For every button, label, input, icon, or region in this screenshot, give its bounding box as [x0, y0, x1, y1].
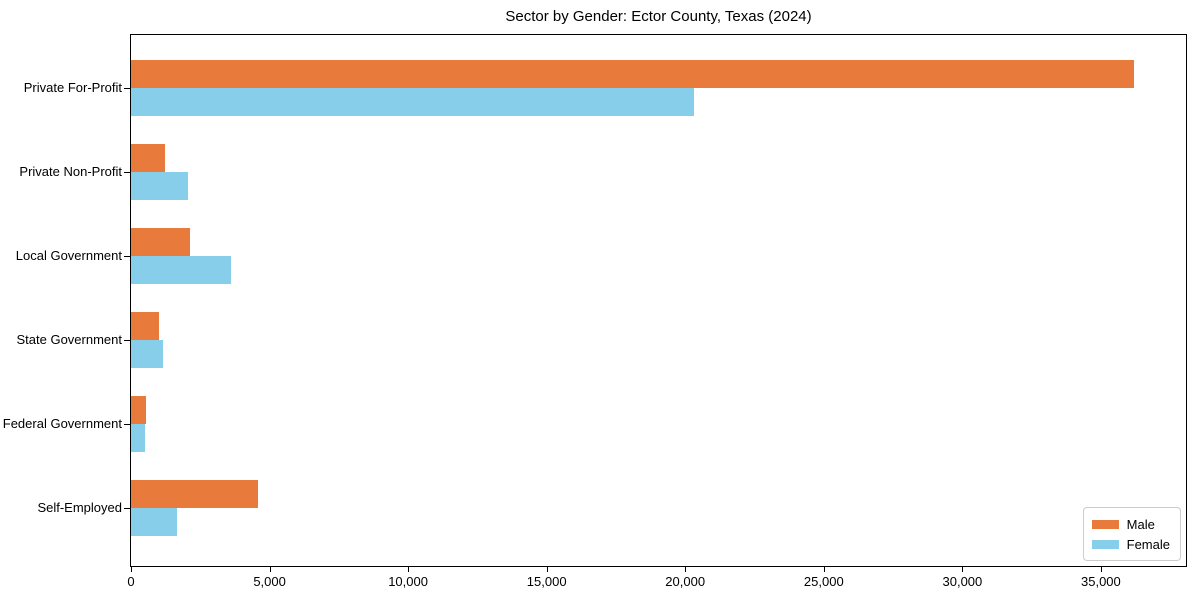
- x-tick-label-0: 0: [127, 574, 135, 589]
- bar-male-local-government: [131, 228, 190, 256]
- x-tick-mark: [131, 567, 132, 572]
- y-tick-mark: [124, 424, 130, 425]
- legend-entry-male: Male: [1091, 514, 1170, 534]
- plot-area: Male Female: [130, 34, 1187, 567]
- x-tick-label-15-000: 15,000: [526, 574, 567, 589]
- y-axis-label-self-employed: Self-Employed: [37, 500, 122, 515]
- legend-swatch-female: [1091, 539, 1119, 549]
- bar-female-local-government: [131, 256, 231, 284]
- x-tick-mark: [269, 567, 271, 572]
- legend-label-female: Female: [1126, 536, 1170, 552]
- y-tick-mark: [124, 340, 130, 341]
- bar-female-private-for-profit: [131, 88, 694, 116]
- x-tick-label-5-000: 5,000: [253, 574, 286, 589]
- x-tick-mark: [823, 567, 825, 572]
- y-tick-mark: [124, 88, 130, 89]
- x-tick-label-10-000: 10,000: [388, 574, 428, 589]
- bar-female-federal-government: [131, 424, 145, 452]
- x-tick-mark: [546, 567, 548, 572]
- bar-male-self-employed: [131, 480, 258, 508]
- x-tick-label-20-000: 20,000: [665, 574, 706, 589]
- bar-male-private-for-profit: [131, 60, 1135, 88]
- y-tick-mark: [124, 256, 130, 257]
- bar-male-federal-government: [131, 396, 146, 424]
- y-tick-mark: [124, 172, 130, 173]
- bar-male-private-non-profit: [131, 144, 166, 172]
- bar-male-state-government: [131, 312, 159, 340]
- x-tick-mark: [1100, 567, 1102, 572]
- x-tick-mark: [685, 567, 687, 572]
- x-tick-mark: [962, 567, 964, 572]
- bar-female-private-non-profit: [131, 172, 189, 200]
- legend-swatch-male: [1091, 519, 1119, 529]
- y-axis-label-federal-government: Federal Government: [2, 416, 122, 431]
- legend-label-male: Male: [1126, 516, 1155, 532]
- y-axis-label-private-for-profit: Private For-Profit: [23, 80, 122, 95]
- x-tick-label-25-000: 25,000: [803, 574, 844, 589]
- bar-female-self-employed: [131, 508, 177, 536]
- y-axis-label-state-government: State Government: [16, 332, 123, 347]
- y-axis-label-private-non-profit: Private Non-Profit: [19, 164, 122, 179]
- y-tick-mark: [124, 508, 130, 509]
- bar-female-state-government: [131, 340, 163, 368]
- chart-title: Sector by Gender: Ector County, Texas (2…: [505, 8, 812, 25]
- x-tick-label-30-000: 30,000: [942, 574, 983, 589]
- legend: Male Female: [1082, 507, 1181, 561]
- y-axis-label-local-government: Local Government: [15, 248, 122, 263]
- legend-entry-female: Female: [1091, 534, 1170, 554]
- x-tick-label-35-000: 35,000: [1081, 574, 1121, 589]
- x-tick-mark: [408, 567, 410, 572]
